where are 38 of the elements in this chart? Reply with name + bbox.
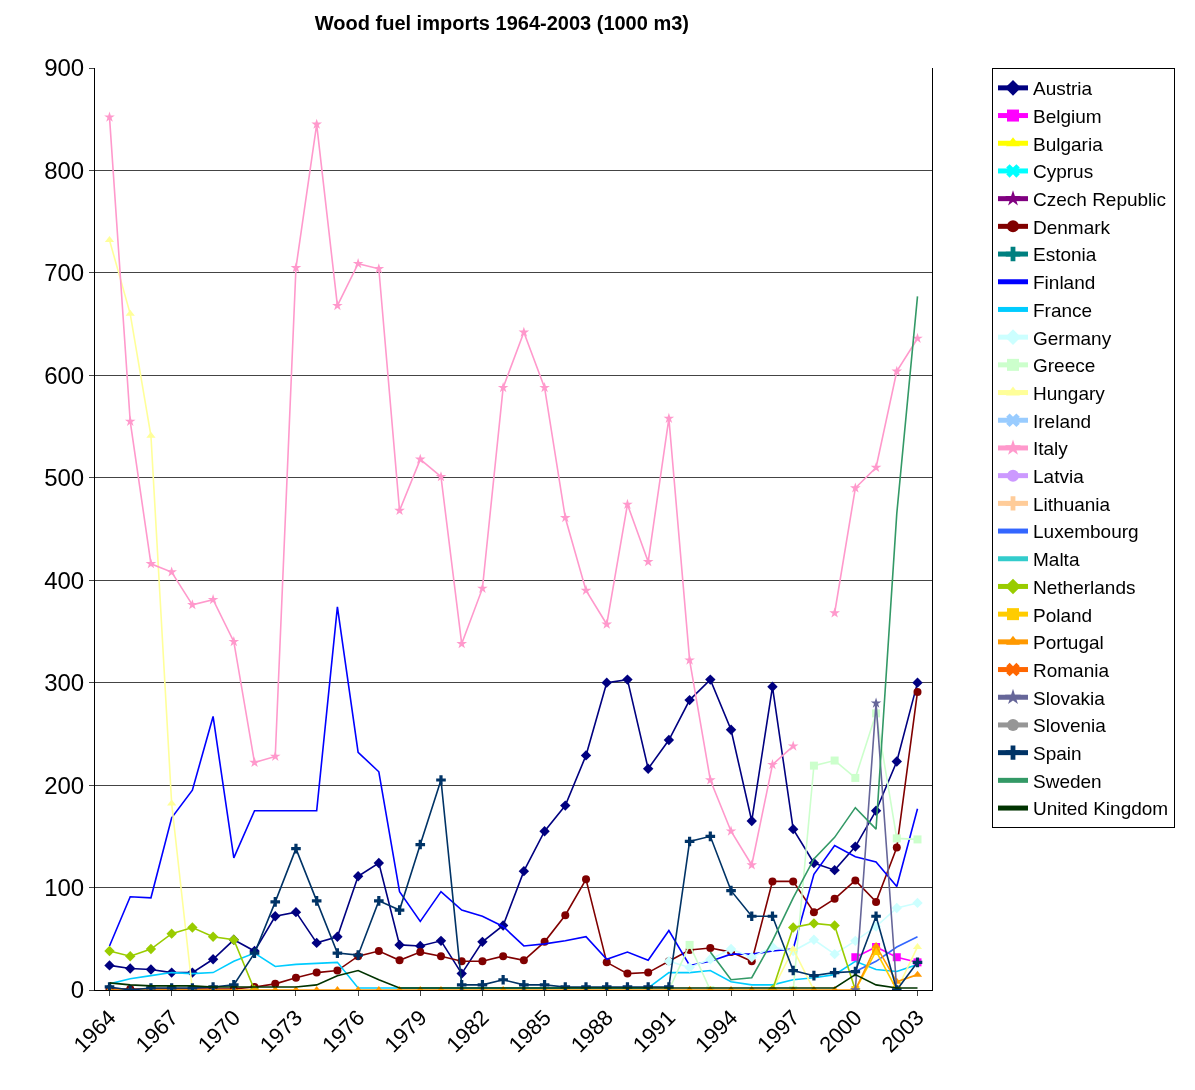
legend-label: Slovenia — [1033, 715, 1107, 737]
legend-label: Ireland — [1033, 410, 1092, 432]
chart-title: Wood fuel imports 1964-2003 (1000 m3) — [314, 12, 690, 35]
legend-label: Portugal — [1033, 632, 1104, 654]
legend-label: Sweden — [1033, 770, 1102, 792]
legend-label: Luxembourg — [1033, 521, 1139, 543]
legend-label: Finland — [1033, 272, 1096, 294]
legend-label: Greece — [1033, 355, 1096, 377]
legend-label: Czech Republic — [1033, 189, 1167, 211]
legend-label: Malta — [1033, 549, 1080, 571]
y-tick-label: 500 — [44, 464, 85, 492]
legend-label: Lithuania — [1033, 493, 1111, 515]
legend-label: Slovakia — [1033, 687, 1106, 709]
legend-label: France — [1033, 299, 1093, 321]
y-tick-label: 100 — [44, 873, 85, 901]
y-tick-label: 0 — [70, 976, 85, 1004]
legend-label: Latvia — [1033, 466, 1085, 488]
legend-label: United Kingdom — [1033, 798, 1169, 820]
legend-label: Hungary — [1033, 382, 1106, 404]
y-tick-label: 300 — [44, 669, 85, 697]
legend-label: Netherlands — [1033, 576, 1136, 598]
legend-label: Poland — [1033, 604, 1093, 626]
legend-label: Italy — [1033, 438, 1069, 460]
legend-label: Germany — [1033, 327, 1112, 349]
y-tick-label: 700 — [44, 259, 85, 287]
legend-label: Denmark — [1033, 216, 1111, 238]
legend-label: Cyprus — [1033, 161, 1094, 183]
legend-label: Austria — [1033, 78, 1093, 100]
legend-label: Belgium — [1033, 105, 1102, 127]
legend-label: Bulgaria — [1033, 133, 1104, 155]
y-tick-label: 900 — [44, 54, 85, 82]
y-tick-label: 600 — [44, 361, 85, 389]
legend-label: Estonia — [1033, 244, 1097, 266]
y-tick-label: 800 — [44, 156, 85, 184]
y-tick-label: 200 — [44, 771, 85, 799]
legend-label: Romania — [1033, 659, 1110, 681]
y-tick-label: 400 — [44, 566, 85, 594]
legend-label: Spain — [1033, 743, 1082, 765]
